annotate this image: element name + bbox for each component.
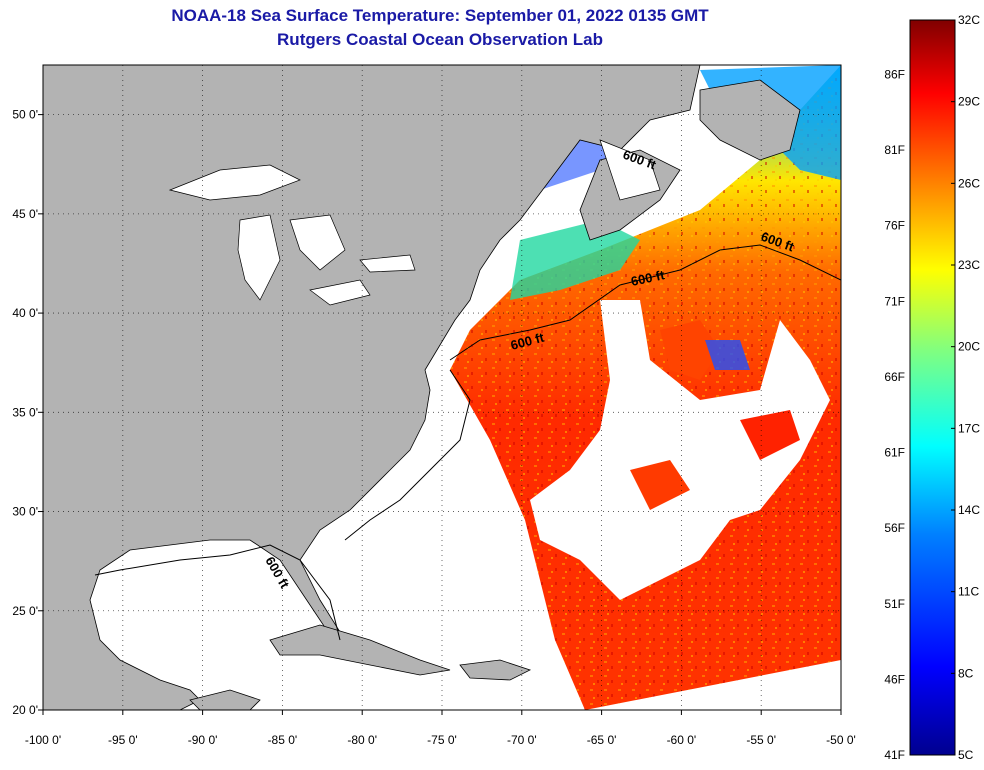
x-tick-label: -60 0' — [667, 733, 697, 747]
colorbar-f-label: 66F — [884, 370, 905, 384]
great-lakes — [168, 139, 661, 306]
colorbar-c-label: 8C — [958, 666, 974, 680]
colorbar-gradient — [909, 19, 956, 756]
colorbar-f-label: 86F — [884, 67, 905, 81]
x-tick-label: -70 0' — [507, 733, 537, 747]
y-tick-label: 50 0' — [12, 108, 38, 122]
colorbar-c-label: 26C — [958, 176, 980, 190]
colorbar-c-label: 5C — [958, 748, 974, 762]
y-tick-label: 25 0' — [12, 604, 38, 618]
colorbar: 86F 81F 76F 71F 66F 61F 56F 51F 46F 41F 32C 29C 26C 2… — [884, 13, 980, 762]
depth-contour — [94, 244, 841, 641]
colorbar-f-label: 71F — [884, 294, 905, 308]
x-tick-label: -80 0' — [347, 733, 377, 747]
colorbar-f-label: 81F — [884, 143, 905, 157]
sst-swath — [450, 65, 841, 710]
colorbar-c-label: 14C — [958, 503, 980, 517]
map-title: NOAA-18 Sea Surface Temperature: Septemb… — [171, 6, 709, 25]
land — [43, 65, 801, 710]
y-tick-label: 35 0' — [12, 405, 38, 419]
x-axis: -100 0' -95 0' -90 0' -85 0' -80 0' -75 0' -70… — [25, 710, 856, 747]
colorbar-c-label: 17C — [958, 421, 980, 435]
colorbar-c-label: 32C — [958, 13, 980, 27]
colorbar-c-label: 20C — [958, 340, 980, 354]
map-subtitle: Rutgers Coastal Ocean Observation Lab — [277, 30, 603, 49]
colorbar-c-label: 23C — [958, 258, 980, 272]
colorbar-c-label: 29C — [958, 95, 980, 109]
colorbar-f-label: 51F — [884, 597, 905, 611]
colorbar-f-label: 46F — [884, 672, 905, 686]
x-tick-label: -55 0' — [746, 733, 776, 747]
y-tick-label: 20 0' — [12, 703, 38, 717]
x-tick-label: -100 0' — [25, 733, 61, 747]
colorbar-f-label: 56F — [884, 521, 905, 535]
x-tick-label: -65 0' — [587, 733, 617, 747]
y-axis: 20 0' 25 0' 30 0' 35 0' 40 0' 45 0' 50 0' — [12, 108, 43, 717]
y-tick-label: 45 0' — [12, 207, 38, 221]
x-tick-label: -85 0' — [268, 733, 298, 747]
colorbar-f-label: 41F — [884, 748, 905, 762]
graticule — [43, 65, 841, 710]
colorbar-f-label: 76F — [884, 219, 905, 233]
x-tick-label: -90 0' — [188, 733, 218, 747]
colorbar-c-label: 11C — [958, 585, 979, 599]
contour-label: 600 ft — [630, 267, 667, 289]
x-tick-label: -50 0' — [826, 733, 856, 747]
colorbar-f-label: 61F — [884, 446, 905, 460]
y-tick-label: 30 0' — [12, 505, 38, 519]
x-tick-label: -95 0' — [108, 733, 138, 747]
y-tick-label: 40 0' — [12, 306, 38, 320]
x-tick-label: -75 0' — [427, 733, 457, 747]
